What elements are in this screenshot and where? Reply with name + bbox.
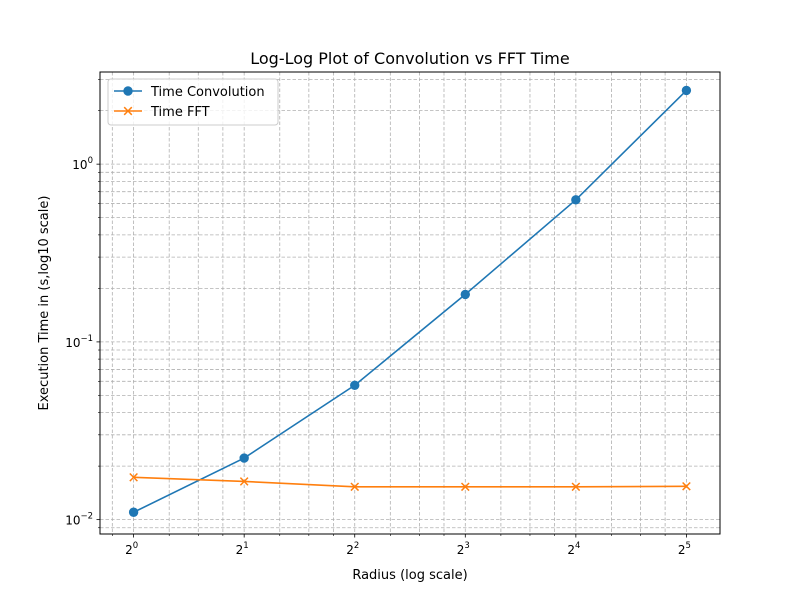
data-point bbox=[682, 481, 691, 491]
marker-stroke bbox=[129, 472, 138, 482]
legend-label: Time FFT bbox=[150, 105, 210, 120]
chart-title: Log-Log Plot of Convolution vs FFT Time bbox=[250, 49, 569, 68]
data-point bbox=[460, 482, 470, 492]
legend-box bbox=[107, 78, 279, 126]
x-axis-label: Radius (log scale) bbox=[352, 568, 467, 583]
series-group bbox=[128, 85, 692, 517]
legend-label: Time Convolution bbox=[150, 85, 265, 100]
data-point bbox=[681, 85, 692, 96]
x-tick-label: 23 bbox=[457, 541, 470, 557]
x-tick-label: 22 bbox=[346, 541, 359, 557]
series-time-fft bbox=[129, 472, 691, 492]
plot-area-frame bbox=[99, 71, 721, 535]
legend: Time Convolution Time FFT bbox=[107, 78, 279, 126]
axis-ticks: 20 21 22 23 24 25 10−2 10−1 100 bbox=[65, 79, 691, 557]
legend-entry: Time FFT bbox=[114, 105, 210, 120]
data-point bbox=[239, 477, 249, 486]
marker-stroke bbox=[571, 482, 581, 492]
legend-marker bbox=[123, 86, 133, 96]
data-point bbox=[571, 482, 581, 492]
data-point bbox=[350, 380, 360, 390]
x-tick-label: 20 bbox=[125, 541, 138, 557]
data-point bbox=[350, 482, 360, 492]
legend-marker bbox=[123, 106, 133, 116]
y-tick-label: 100 bbox=[72, 156, 93, 172]
data-point bbox=[571, 195, 581, 205]
data-point bbox=[129, 472, 138, 482]
grid-lines bbox=[100, 72, 720, 534]
marker-stroke bbox=[682, 481, 691, 491]
x-tick-label: 21 bbox=[236, 541, 249, 557]
marker-stroke bbox=[123, 106, 133, 116]
data-point bbox=[239, 453, 249, 463]
series-time-convolution bbox=[128, 85, 692, 517]
data-point bbox=[460, 289, 470, 300]
marker-stroke bbox=[239, 477, 249, 486]
x-tick-label: 25 bbox=[678, 541, 691, 557]
marker-stroke bbox=[350, 482, 360, 492]
legend-entry: Time Convolution bbox=[114, 85, 265, 100]
y-tick-label: 10−2 bbox=[65, 512, 93, 528]
x-tick-label: 24 bbox=[567, 541, 580, 557]
marker-stroke bbox=[460, 482, 470, 492]
series-line bbox=[133, 476, 687, 488]
y-tick-label: 10−1 bbox=[65, 334, 93, 350]
y-axis-label: Execution Time in (s,log10 scale) bbox=[37, 196, 52, 411]
series-line bbox=[133, 89, 687, 513]
data-point bbox=[128, 507, 139, 517]
